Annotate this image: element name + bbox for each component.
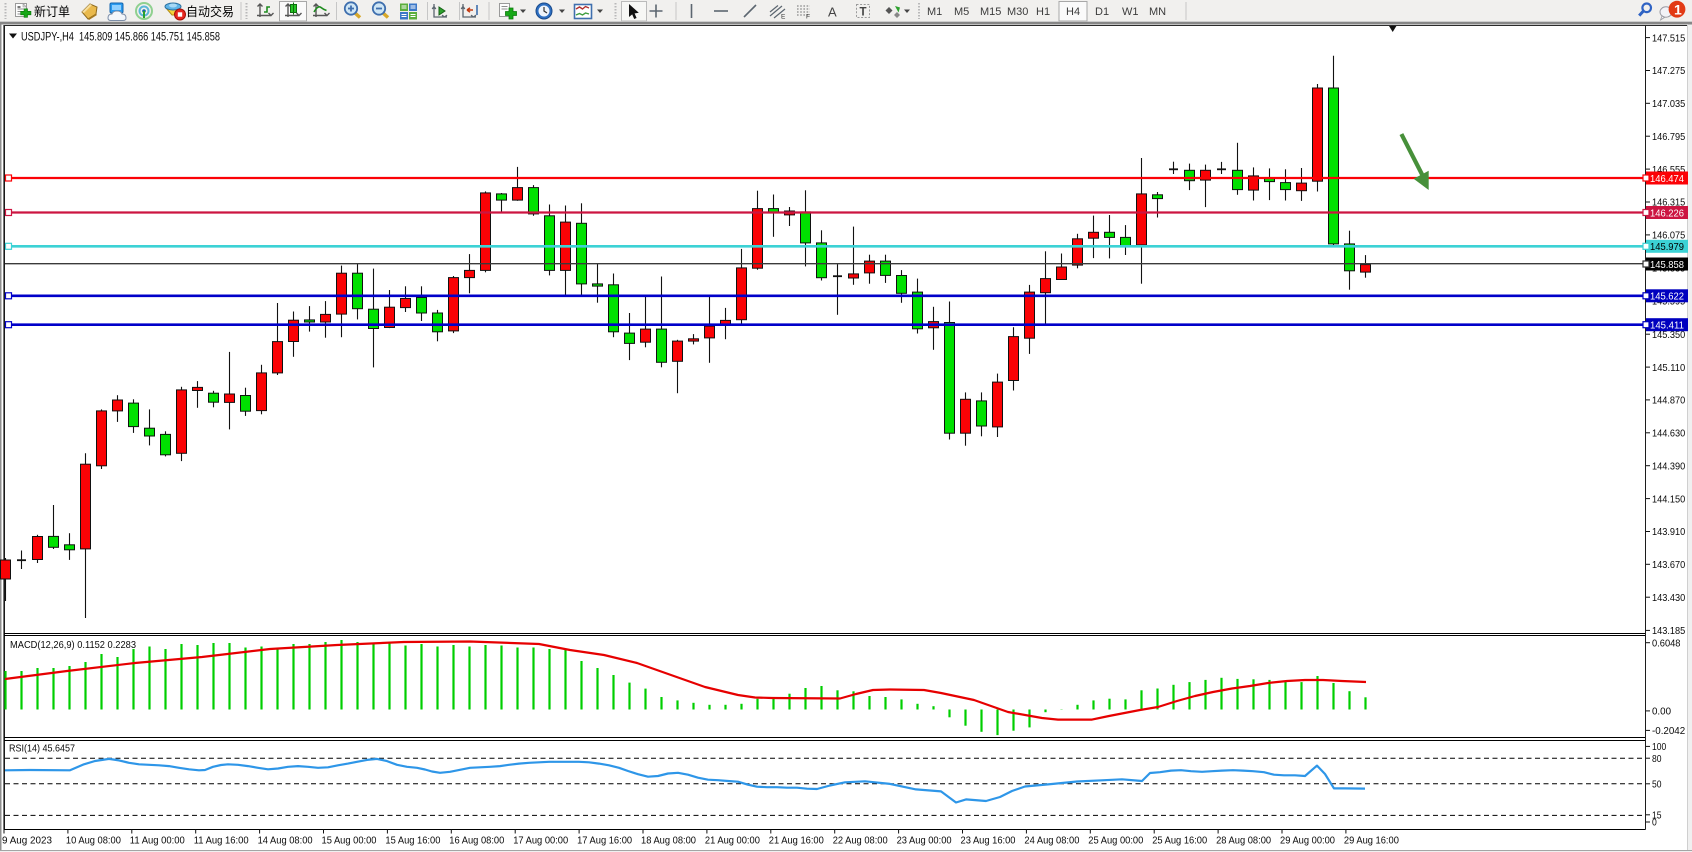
svg-text:23 Aug 00:00: 23 Aug 00:00: [897, 835, 952, 847]
svg-text:25 Aug 16:00: 25 Aug 16:00: [1152, 835, 1207, 847]
svg-text:15 Aug 16:00: 15 Aug 16:00: [385, 835, 440, 847]
svg-text:143.670: 143.670: [1652, 559, 1685, 571]
svg-text:10 Aug 08:00: 10 Aug 08:00: [66, 835, 121, 847]
svg-text:17 Aug 16:00: 17 Aug 16:00: [577, 835, 632, 847]
svg-text:143.430: 143.430: [1652, 592, 1685, 604]
svg-text:28 Aug 08:00: 28 Aug 08:00: [1216, 835, 1271, 847]
svg-text:144.870: 144.870: [1652, 395, 1685, 407]
svg-text:-0.2042: -0.2042: [1652, 725, 1685, 737]
svg-text:M15: M15: [980, 6, 1001, 18]
svg-text:50: 50: [1652, 779, 1662, 791]
svg-text:H1: H1: [1036, 6, 1050, 18]
svg-text:0.00: 0.00: [1652, 706, 1671, 718]
svg-text:RSI(14) 45.6457: RSI(14) 45.6457: [9, 743, 75, 755]
svg-text:144.630: 144.630: [1652, 428, 1685, 440]
svg-text:18 Aug 08:00: 18 Aug 08:00: [641, 835, 696, 847]
svg-text:M30: M30: [1007, 6, 1028, 18]
svg-text:A: A: [828, 5, 837, 20]
svg-text:24 Aug 08:00: 24 Aug 08:00: [1024, 835, 1079, 847]
svg-text:146.075: 146.075: [1652, 230, 1685, 242]
svg-text:146.226: 146.226: [1650, 207, 1684, 219]
svg-text:145.110: 145.110: [1652, 362, 1685, 374]
svg-text:15 Aug 00:00: 15 Aug 00:00: [322, 835, 377, 847]
svg-text:145.622: 145.622: [1650, 291, 1684, 303]
svg-text:145.411: 145.411: [1650, 320, 1684, 332]
svg-text:17 Aug 00:00: 17 Aug 00:00: [513, 835, 568, 847]
svg-text:W1: W1: [1122, 6, 1139, 18]
svg-text:145.979: 145.979: [1650, 241, 1684, 253]
svg-text:11 Aug 16:00: 11 Aug 16:00: [194, 835, 249, 847]
svg-text:1: 1: [1674, 2, 1682, 18]
svg-text:25 Aug 00:00: 25 Aug 00:00: [1088, 835, 1143, 847]
svg-text:29 Aug 00:00: 29 Aug 00:00: [1280, 835, 1335, 847]
svg-text:21 Aug 16:00: 21 Aug 16:00: [769, 835, 824, 847]
svg-text:USDJPY-,H4 145.809 145.866 14: USDJPY-,H4 145.809 145.866 145.751 145.8…: [21, 32, 220, 44]
svg-text:F: F: [806, 14, 810, 21]
svg-text:E: E: [781, 14, 786, 21]
svg-text:145.350: 145.350: [1652, 329, 1685, 341]
svg-text:144.150: 144.150: [1652, 493, 1685, 505]
svg-text:147.515: 147.515: [1652, 32, 1685, 44]
svg-text:146.315: 146.315: [1652, 197, 1685, 209]
svg-text:146.795: 146.795: [1652, 131, 1685, 143]
svg-text:D1: D1: [1095, 6, 1109, 18]
svg-text:M1: M1: [927, 6, 942, 18]
svg-text:146.474: 146.474: [1650, 173, 1684, 185]
svg-text:M5: M5: [954, 6, 969, 18]
svg-text:16 Aug 08:00: 16 Aug 08:00: [449, 835, 504, 847]
svg-text:9 Aug 2023: 9 Aug 2023: [2, 835, 52, 847]
svg-text:21 Aug 00:00: 21 Aug 00:00: [705, 835, 760, 847]
svg-text:0.6048: 0.6048: [1652, 637, 1681, 649]
svg-text:MN: MN: [1149, 6, 1166, 18]
svg-text:100: 100: [1652, 741, 1666, 753]
svg-text:143.910: 143.910: [1652, 526, 1685, 538]
svg-text:143.185: 143.185: [1652, 625, 1685, 637]
svg-text:新订单: 新订单: [34, 4, 70, 19]
svg-text:0: 0: [1652, 817, 1657, 829]
svg-text:23 Aug 16:00: 23 Aug 16:00: [961, 835, 1016, 847]
svg-text:147.035: 147.035: [1652, 98, 1685, 110]
svg-text:14 Aug 08:00: 14 Aug 08:00: [258, 835, 313, 847]
svg-text:22 Aug 08:00: 22 Aug 08:00: [833, 835, 888, 847]
svg-text:147.275: 147.275: [1652, 65, 1685, 77]
svg-text:145.858: 145.858: [1650, 259, 1684, 271]
svg-text:H4: H4: [1066, 6, 1080, 18]
svg-text:MACD(12,26,9) 0.1152 0.2283: MACD(12,26,9) 0.1152 0.2283: [10, 639, 136, 651]
svg-text:144.390: 144.390: [1652, 460, 1685, 472]
svg-text:自动交易: 自动交易: [186, 4, 234, 19]
svg-text:80: 80: [1652, 753, 1662, 765]
svg-text:11 Aug 00:00: 11 Aug 00:00: [130, 835, 185, 847]
svg-text:29 Aug 16:00: 29 Aug 16:00: [1344, 835, 1399, 847]
svg-text:15: 15: [1652, 810, 1662, 822]
svg-text:T: T: [860, 7, 867, 19]
